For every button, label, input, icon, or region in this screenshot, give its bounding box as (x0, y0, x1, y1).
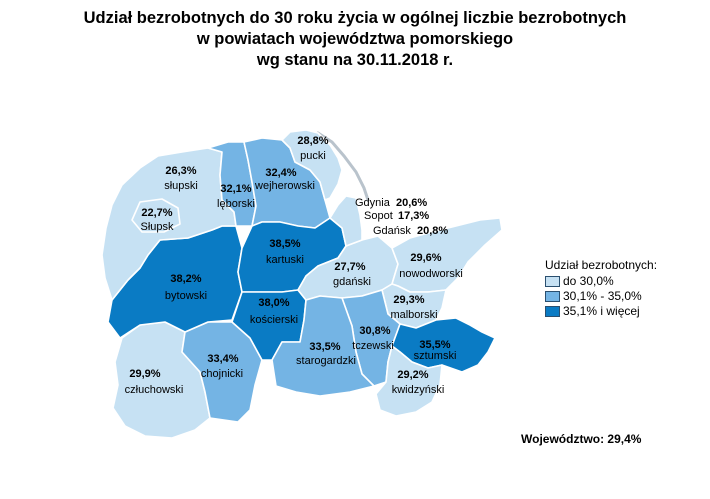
legend-item-low: do 30,0% (545, 274, 657, 289)
label-value-sopot: 17,3% (398, 210, 429, 222)
label-name-tczewski: tczewski (352, 340, 394, 352)
label-name-gdynia: Gdynia (355, 197, 391, 209)
legend-label-mid: 30,1% - 35,0% (563, 289, 642, 303)
region-pucki (281, 129, 343, 201)
label-value-starogardzki: 33,5% (309, 341, 340, 353)
label-name-nowodworski: nowodworski (399, 268, 463, 280)
label-value-gdansk: 20,8% (417, 225, 448, 237)
label-name-wejherowski: wejherowski (254, 180, 315, 192)
label-name-starogardzki: starogardzki (296, 355, 356, 367)
title-line-2: w powiatach województwa pomorskiego (196, 30, 514, 48)
map-title: Udział bezrobotnych do 30 roku życia w o… (0, 8, 710, 71)
region-trojmiasto (329, 195, 363, 247)
label-value-malborski: 29,3% (393, 294, 424, 306)
legend-title: Udział bezrobotnych: (545, 258, 658, 272)
legend-swatch-low (545, 276, 560, 287)
label-name-slupski: słupski (164, 180, 198, 192)
label-name-pucki: pucki (300, 150, 326, 162)
voivodeship-total: Województwo: 29,4% (521, 432, 642, 446)
label-value-slupski: 26,3% (165, 165, 196, 177)
title-line-3: wg stanu na 30.11.2018 r. (256, 51, 454, 69)
label-name-sopot: Sopot (364, 210, 393, 222)
label-name-chojnicki: chojnicki (201, 368, 243, 380)
label-name-gdanski: gdański (333, 276, 371, 288)
label-name-koscierski: kościerski (250, 314, 298, 326)
legend-label-high: 35,1% i więcej (563, 304, 640, 318)
label-value-czluchowski: 29,9% (129, 368, 160, 380)
label-value-sztumski: 35,5% (419, 339, 450, 351)
legend-item-high: 35,1% i więcej (545, 304, 657, 319)
label-value-pucki: 28,8% (297, 135, 328, 147)
title-line-1: Udział bezrobotnych do 30 roku życia w o… (83, 9, 627, 27)
legend-swatch-high (545, 306, 560, 317)
label-value-tczewski: 30,8% (359, 325, 390, 337)
label-value-koscierski: 38,0% (258, 297, 289, 309)
label-value-nowodworski: 29,6% (410, 252, 441, 264)
region-kwidzynski (375, 345, 443, 417)
label-value-chojnicki: 33,4% (207, 353, 238, 365)
label-name-malborski: malborski (390, 309, 437, 321)
label-name-slupsk: Słupsk (140, 221, 174, 233)
label-value-slupsk: 22,7% (141, 207, 172, 219)
label-name-czluchowski: człuchowski (125, 384, 184, 396)
legend-label-low: do 30,0% (563, 274, 614, 288)
label-name-leborski: lęborski (217, 198, 255, 210)
region-starogardzki (271, 295, 375, 397)
label-name-bytowski: bytowski (165, 290, 207, 302)
label-name-sztumski: sztumski (414, 350, 457, 362)
city-labels: Gdynia 20,6% Sopot 17,3% Gdańsk 20,8% (355, 197, 448, 237)
district-labels: 28,8% pucki 32,4% wejherowski 32,1% lębo… (125, 135, 463, 396)
map-legend: Udział bezrobotnych: do 30,0% 30,1% - 35… (545, 258, 657, 319)
label-value-gdanski: 27,7% (334, 261, 365, 273)
label-value-gdynia: 20,6% (396, 197, 427, 209)
region-slupsk-city (131, 198, 181, 233)
label-value-leborski: 32,1% (220, 183, 251, 195)
legend-swatch-mid (545, 291, 560, 302)
legend-item-mid: 30,1% - 35,0% (545, 289, 657, 304)
label-name-kartuski: kartuski (266, 254, 304, 266)
label-name-kwidzynski: kwidzyński (392, 384, 445, 396)
label-name-gdansk: Gdańsk (373, 225, 411, 237)
label-value-kartuski: 38,5% (269, 238, 300, 250)
label-value-bytowski: 38,2% (170, 273, 201, 285)
hel-peninsula (316, 131, 370, 202)
label-value-kwidzynski: 29,2% (397, 369, 428, 381)
label-value-wejherowski: 32,4% (265, 167, 296, 179)
